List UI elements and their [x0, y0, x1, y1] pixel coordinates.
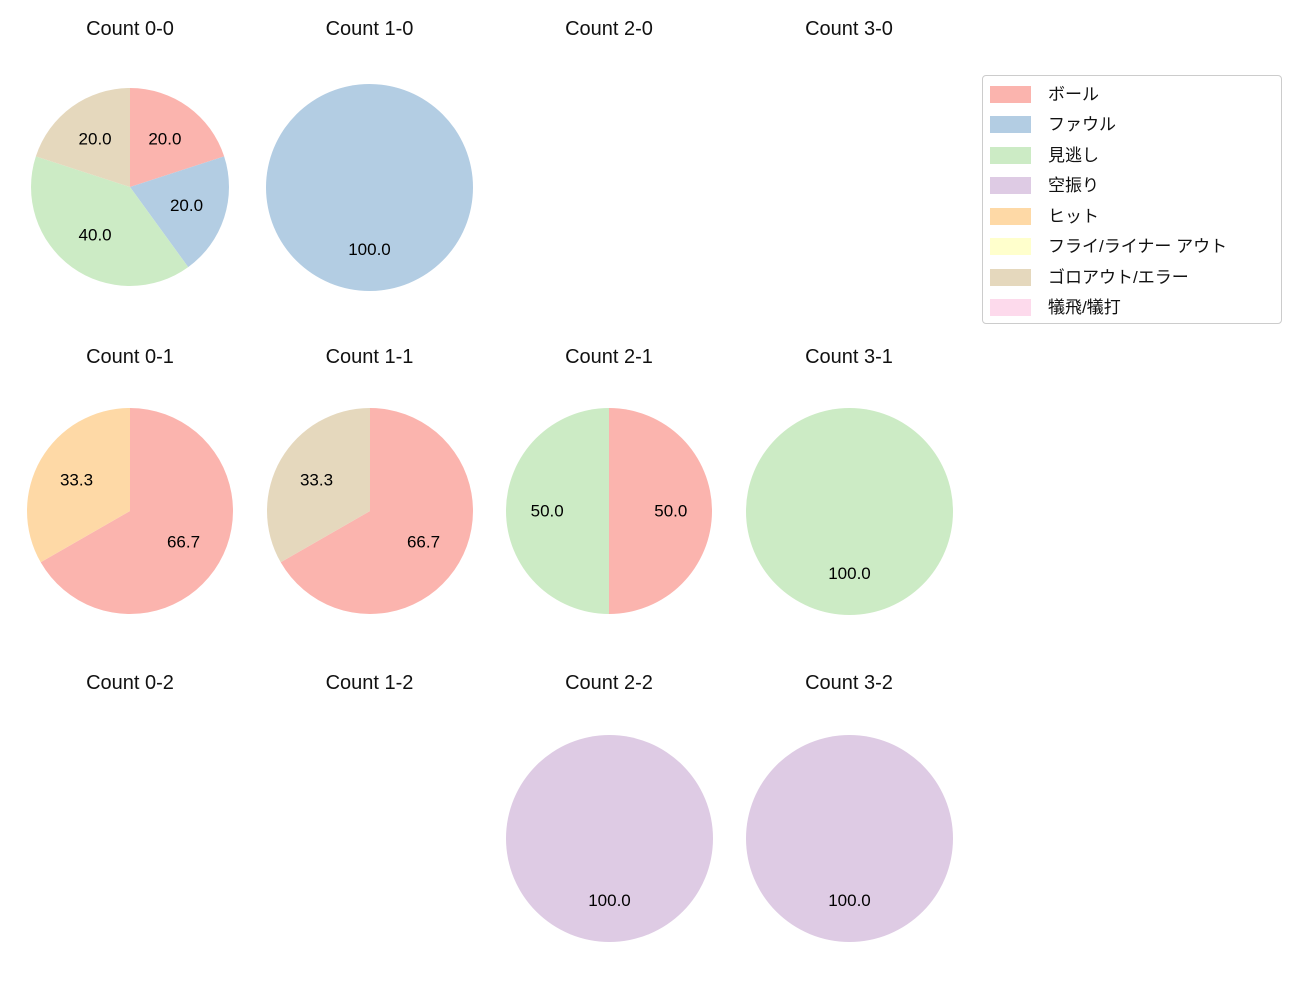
slice-pct-label: 100.0 [828, 564, 871, 583]
subplot-title: Count 1-0 [325, 18, 414, 40]
subplot-title: Count 2-2 [565, 672, 653, 694]
pie-slice [130, 156, 229, 268]
legend-item: 見逃し [990, 140, 1273, 171]
slice-pct-label: 66.7 [406, 533, 439, 552]
legend-swatch [990, 85, 1031, 103]
legend-label: ゴロアウト/エラー [1048, 267, 1189, 287]
legend-item: ボール [990, 79, 1273, 110]
slice-pct-label: 33.3 [60, 471, 93, 490]
legend-swatch [990, 238, 1031, 256]
pie-chart: 50.0 50.0 [506, 408, 712, 614]
legend-label: 見逃し [1048, 145, 1099, 165]
legend-item: 空振り [990, 171, 1273, 202]
pie-slice [505, 734, 713, 942]
pie-slice [266, 83, 473, 291]
slice-pct-label: 33.3 [299, 471, 332, 490]
subplot-title: Count 1-2 [325, 672, 414, 694]
legend-swatch [990, 146, 1031, 164]
slice-pct-label: 100.0 [828, 891, 871, 910]
legend-item: ヒット [990, 201, 1273, 232]
slice-pct-label: 40.0 [79, 226, 112, 245]
pie-slice [506, 408, 609, 614]
pie-chart: 100.0 [745, 407, 953, 615]
subplot-title: Count 3-0 [805, 18, 893, 40]
subplot-title: Count 0-1 [86, 346, 174, 368]
pie-slice [40, 408, 234, 614]
subplot-title: Count 2-1 [565, 346, 653, 368]
slice-pct-label: 100.0 [348, 240, 391, 259]
subplot-title: Count 0-0 [86, 18, 174, 40]
subplot-title: Count 1-1 [325, 346, 414, 368]
legend-label: 犠飛/犠打 [1048, 298, 1121, 318]
legend-item: ゴロアウト/エラー [990, 262, 1273, 293]
subplot-title: Count 0-2 [86, 672, 174, 694]
subplot-title: Count 3-2 [805, 672, 893, 694]
pie-slice [130, 88, 225, 187]
legend: ボールファウル見逃し空振りヒットフライ/ライナー アウト ゴロアウト/エラー 犠飛/… [982, 75, 1282, 324]
pie-chart: 100.0 [745, 734, 953, 942]
pie-chart: 100.0 [266, 83, 473, 291]
legend-item: 犠飛/犠打 [990, 293, 1273, 324]
legend-swatch [990, 268, 1031, 286]
pie-slice [266, 408, 370, 563]
pie-chart: 100.0 [505, 734, 713, 942]
legend-label: フライ/ライナー アウト [1048, 237, 1228, 257]
slice-pct-label: 20.0 [170, 196, 203, 215]
pie-chart: 66.7 33.3 [27, 408, 234, 614]
pie-slice [745, 407, 953, 615]
pie-slice [609, 408, 712, 614]
slice-pct-label: 50.0 [654, 502, 687, 521]
pie-slice [35, 88, 130, 187]
pie-chart: 66.7 33.3 [266, 408, 473, 614]
legend-swatch [990, 299, 1031, 317]
pie-chart: 20.0 20.0 40.0 20.0 [31, 88, 229, 286]
pie-slice [27, 408, 131, 563]
slice-pct-label: 100.0 [588, 891, 631, 910]
legend-label: 空振り [1048, 176, 1099, 196]
legend-label: ボール [1048, 84, 1099, 104]
legend-swatch [990, 207, 1031, 225]
pie-slice [745, 734, 953, 942]
pie-slice [31, 156, 189, 286]
slice-pct-label: 50.0 [531, 502, 564, 521]
legend-swatch [990, 116, 1031, 134]
legend-label: ファウル [1048, 115, 1116, 135]
slice-pct-label: 20.0 [148, 129, 181, 148]
legend-item: ファウル [990, 110, 1273, 141]
slice-pct-label: 20.0 [79, 129, 112, 148]
legend-swatch [990, 177, 1031, 195]
pie-slice [280, 408, 473, 614]
legend-item: フライ/ライナー アウト [990, 232, 1273, 263]
slice-pct-label: 66.7 [167, 533, 200, 552]
subplot-title: Count 3-1 [805, 346, 893, 368]
subplot-title: Count 2-0 [565, 18, 653, 40]
legend-label: ヒット [1048, 206, 1099, 226]
